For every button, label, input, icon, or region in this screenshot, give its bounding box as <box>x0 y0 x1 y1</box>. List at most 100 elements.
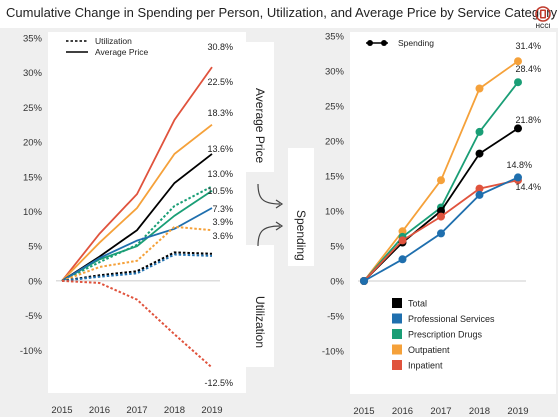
spending-box <box>288 148 314 266</box>
spending-legend-marker <box>381 40 387 46</box>
y-tick-label: 20% <box>325 137 345 148</box>
inpatient-legend-swatch <box>392 360 402 370</box>
plot-area <box>48 32 246 393</box>
x-tick-label: 2015 <box>51 405 72 416</box>
y-tick-label: -10% <box>322 347 345 358</box>
average-price-flow-label: Average Price <box>253 88 267 164</box>
up-flow-arrowhead <box>275 221 284 231</box>
professional-services-legend-label: Professional Services <box>408 314 495 324</box>
professional-services-legend-swatch <box>392 313 402 324</box>
end-value-label: 14.8% <box>506 160 532 170</box>
utilization-legend-label: Utilization <box>95 36 132 46</box>
professional-services-point <box>475 190 484 199</box>
y-tick-label: 30% <box>325 67 345 78</box>
y-tick-label: 35% <box>325 32 345 43</box>
inpatient-point <box>437 212 445 221</box>
flow-arrows <box>257 183 284 247</box>
prescription-drugs-point <box>475 127 484 136</box>
y-tick-label: -5% <box>25 311 42 322</box>
average-price-legend-label: Average Price <box>95 47 149 57</box>
logo-text: HCCI <box>535 24 551 30</box>
end-value-label: 13.6% <box>207 144 233 154</box>
outpatient-point <box>437 176 445 185</box>
total-legend-label: Total <box>408 299 427 309</box>
y-tick-label: 10% <box>23 207 43 218</box>
utilization-box <box>246 245 274 367</box>
x-tick-label: 2018 <box>164 405 185 416</box>
x-tick-label: 2016 <box>89 405 110 416</box>
y-tick-label: 10% <box>325 207 345 218</box>
professional-services-point <box>360 277 368 285</box>
y-tick-label: -10% <box>20 346 43 357</box>
y-tick-label: 0% <box>330 277 344 288</box>
x-tick-label: 2018 <box>469 406 490 417</box>
professional-services-point <box>398 255 407 264</box>
y-tick-label: 30% <box>23 68 43 79</box>
x-tick-label: 2016 <box>392 406 413 417</box>
y-tick-label: 35% <box>23 34 43 45</box>
y-tick-label: 25% <box>23 103 43 114</box>
end-value-label: 10.5% <box>207 186 233 196</box>
total-point <box>437 207 445 215</box>
spending-legend-marker <box>367 40 373 46</box>
spending-legend-label: Spending <box>398 38 434 48</box>
right-chart: -10% -5% 0% 5% 10% 15% 20% 25% 30% 35% 2015 2016 201… <box>322 32 556 417</box>
end-value-label: 13.0% <box>207 169 233 179</box>
outpatient-point <box>514 57 522 66</box>
left-chart: -10% -5% 0% 5% 10% 15% 20% 25% 30% 35% 2015 2016 201… <box>20 32 246 416</box>
end-value-label: 7.3% <box>212 204 233 214</box>
end-value-label: 22.5% <box>207 77 233 87</box>
y-tick-label: 5% <box>330 242 344 253</box>
x-tick-label: 2017 <box>430 406 451 417</box>
end-value-label: 14.4% <box>515 182 541 192</box>
y-tick-label: 15% <box>23 172 43 183</box>
end-value-label: 18.3% <box>207 108 233 118</box>
prescription-drugs-legend-swatch <box>392 329 402 339</box>
average-price-box <box>246 42 274 172</box>
total-point <box>514 124 522 133</box>
y-tick-label: -5% <box>327 312 344 323</box>
x-tick-label: 2015 <box>353 406 374 417</box>
inpatient-point <box>398 236 407 245</box>
page-title: Cumulative Change in Spending per Person… <box>6 5 558 20</box>
end-value-label: 30.8% <box>207 42 233 52</box>
inpatient-average-price-line <box>61 66 213 282</box>
total-point <box>475 149 484 158</box>
outpatient-point <box>475 84 484 93</box>
professional-services-point <box>514 173 522 182</box>
end-value-label: 21.8% <box>515 115 541 125</box>
y-tick-label: 5% <box>28 242 42 253</box>
down-flow-arrowhead <box>275 199 284 209</box>
y-tick-label: 0% <box>28 276 42 287</box>
inpatient-point <box>475 184 484 193</box>
end-value-label: -12.5% <box>204 378 233 388</box>
utilization-flow-label: Utilization <box>253 296 267 349</box>
prescription-drugs-utilization-line <box>61 185 213 282</box>
inpatient-legend-label: Inpatient <box>408 361 443 371</box>
total-legend-swatch <box>392 298 402 308</box>
inpatient-utilization-line <box>61 279 213 369</box>
up-flow-arrow <box>257 225 281 247</box>
end-value-label: 3.6% <box>212 231 233 241</box>
end-value-label: 31.4% <box>515 41 541 51</box>
professional-services-point <box>437 229 445 238</box>
prescription-drugs-legend-label: Prescription Drugs <box>408 330 483 340</box>
spending-flow-label: Spending <box>294 210 308 261</box>
y-tick-label: 15% <box>325 172 345 183</box>
prescription-drugs-point <box>514 78 522 87</box>
x-tick-label: 2017 <box>126 405 147 416</box>
outpatient-average-price-line <box>61 123 213 282</box>
outpatient-legend-label: Outpatient <box>408 345 450 355</box>
x-tick-label: 2019 <box>507 406 528 417</box>
outpatient-legend-swatch <box>392 344 402 355</box>
outpatient-utilization-line <box>61 225 213 282</box>
y-tick-label: 20% <box>23 138 43 149</box>
professional-services-average-price-line <box>61 207 213 282</box>
end-value-label: 3.9% <box>212 217 233 227</box>
plot-area <box>350 32 556 394</box>
y-tick-label: 25% <box>325 102 345 113</box>
hcci-logo-icon <box>535 6 551 22</box>
outpatient-point <box>398 227 407 236</box>
down-flow-arrow <box>257 183 281 205</box>
end-value-label: 28.4% <box>515 64 541 74</box>
